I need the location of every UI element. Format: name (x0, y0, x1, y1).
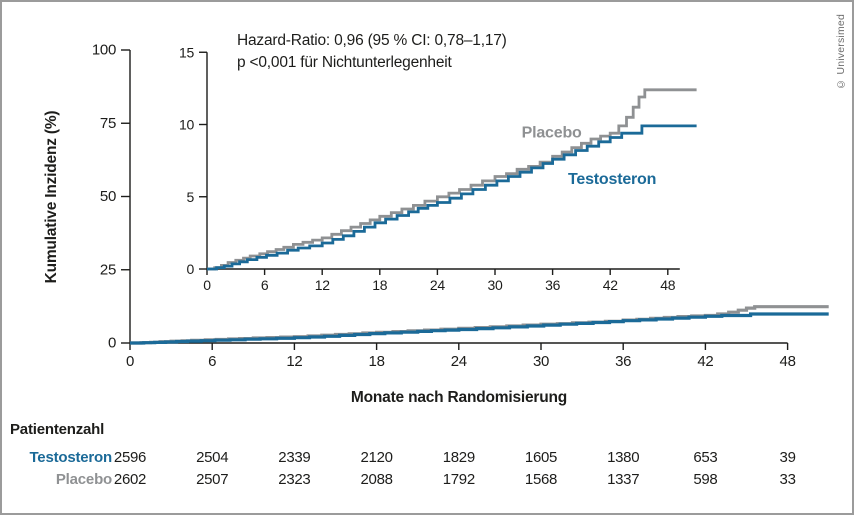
main-y-tick-label: 100 (92, 42, 116, 59)
risk-count-placebo-m36: 1337 (607, 471, 640, 488)
main-y-tick-label: 50 (100, 188, 116, 205)
main-y-tick-label: 75 (100, 115, 116, 132)
risk-row-label-placebo: Placebo (55, 471, 112, 488)
hazard-ratio-annotation: Hazard-Ratio: 0,96 (95 % CI: 0,78–1,17) … (237, 30, 507, 74)
risk-count-placebo-m24: 1792 (442, 471, 475, 488)
inset-y-tick-label: 15 (179, 44, 194, 60)
main-x-tick-label: 18 (369, 353, 385, 370)
main-x-tick-label: 24 (451, 353, 467, 370)
inset-x-tick-label: 24 (430, 277, 445, 293)
main-y-tick-label: 25 (100, 261, 116, 278)
risk-count-testosteron-m12: 2339 (278, 449, 311, 466)
x-axis-title: Monate nach Randomisierung (350, 389, 568, 406)
inset-curve-placebo (207, 88, 697, 271)
series-label-testosteron: Testosteron (568, 171, 656, 188)
main-curve-testosteron (130, 312, 829, 345)
series-label-placebo: Placebo (522, 125, 582, 142)
copyright-credit: © Universimed (835, 14, 847, 90)
inset-x-tick-label: 30 (488, 277, 503, 293)
main-x-tick-label: 0 (126, 353, 134, 370)
y-axis-title: Kumulative Inzidenz (%) (43, 110, 60, 284)
risk-count-testosteron-m0: 2596 (113, 449, 147, 466)
p-value-line: p <0,001 für Nichtunterlegenheit (237, 54, 452, 71)
inset-x-tick-label: 0 (203, 277, 211, 293)
risk-count-testosteron-m18: 2120 (360, 449, 393, 466)
main-x-tick-label: 30 (533, 353, 549, 370)
risk-count-testosteron-m42: 653 (693, 449, 718, 466)
inset-x-tick-label: 18 (372, 277, 387, 293)
main-x-tick-label: 48 (780, 353, 796, 370)
risk-count-testosteron-m24: 1829 (442, 449, 475, 466)
inset-y-tick-label: 10 (179, 117, 194, 133)
inset-x-tick-label: 6 (261, 277, 269, 293)
risk-count-placebo-m48: 33 (779, 471, 796, 488)
risk-count-placebo-m42: 598 (693, 471, 718, 488)
risk-count-testosteron-m36: 1380 (607, 449, 640, 466)
risk-row-label-testosteron: Testosteron (29, 449, 112, 466)
risk-count-placebo-m12: 2323 (278, 471, 311, 488)
main-x-tick-label: 36 (615, 353, 631, 370)
main-y-tick-label: 0 (108, 335, 116, 352)
risk-count-testosteron-m30: 1605 (524, 449, 558, 466)
inset-x-tick-label: 48 (660, 277, 675, 293)
risk-count-testosteron-m6: 2504 (196, 449, 229, 466)
risk-count-testosteron-m48: 39 (779, 449, 796, 466)
risk-count-placebo-m30: 1568 (524, 471, 558, 488)
main-x-tick-label: 12 (286, 353, 302, 370)
risk-count-placebo-m0: 2602 (113, 471, 147, 488)
inset-curve-testosteron (207, 124, 697, 271)
inset-y-tick-label: 0 (187, 261, 195, 277)
inset-x-tick-label: 12 (315, 277, 330, 293)
hazard-ratio-line: Hazard-Ratio: 0,96 (95 % CI: 0,78–1,17) (237, 32, 507, 49)
inset-x-tick-label: 42 (603, 277, 618, 293)
inset-y-tick-label: 5 (187, 189, 195, 205)
main-curve-placebo (130, 305, 829, 345)
risk-table-title: Patientenzahl (10, 421, 105, 438)
main-x-tick-label: 6 (208, 353, 216, 370)
inset-x-tick-label: 36 (545, 277, 560, 293)
risk-count-placebo-m18: 2088 (360, 471, 393, 488)
risk-count-placebo-m6: 2507 (196, 471, 229, 488)
main-x-tick-label: 42 (697, 353, 713, 370)
